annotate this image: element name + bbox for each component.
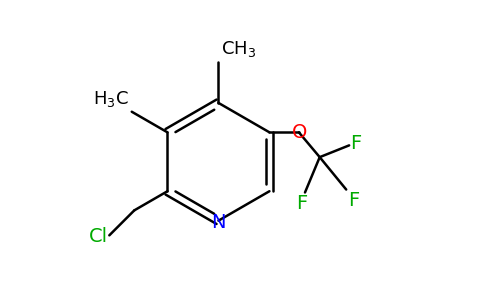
Text: O: O [292,123,307,142]
Text: $\mathregular{CH_3}$: $\mathregular{CH_3}$ [221,39,257,59]
Text: F: F [348,191,359,210]
Text: $\mathregular{H_3C}$: $\mathregular{H_3C}$ [93,89,129,109]
Text: N: N [211,213,226,232]
Text: Cl: Cl [89,227,108,246]
Text: F: F [296,194,308,213]
Text: F: F [350,134,362,153]
